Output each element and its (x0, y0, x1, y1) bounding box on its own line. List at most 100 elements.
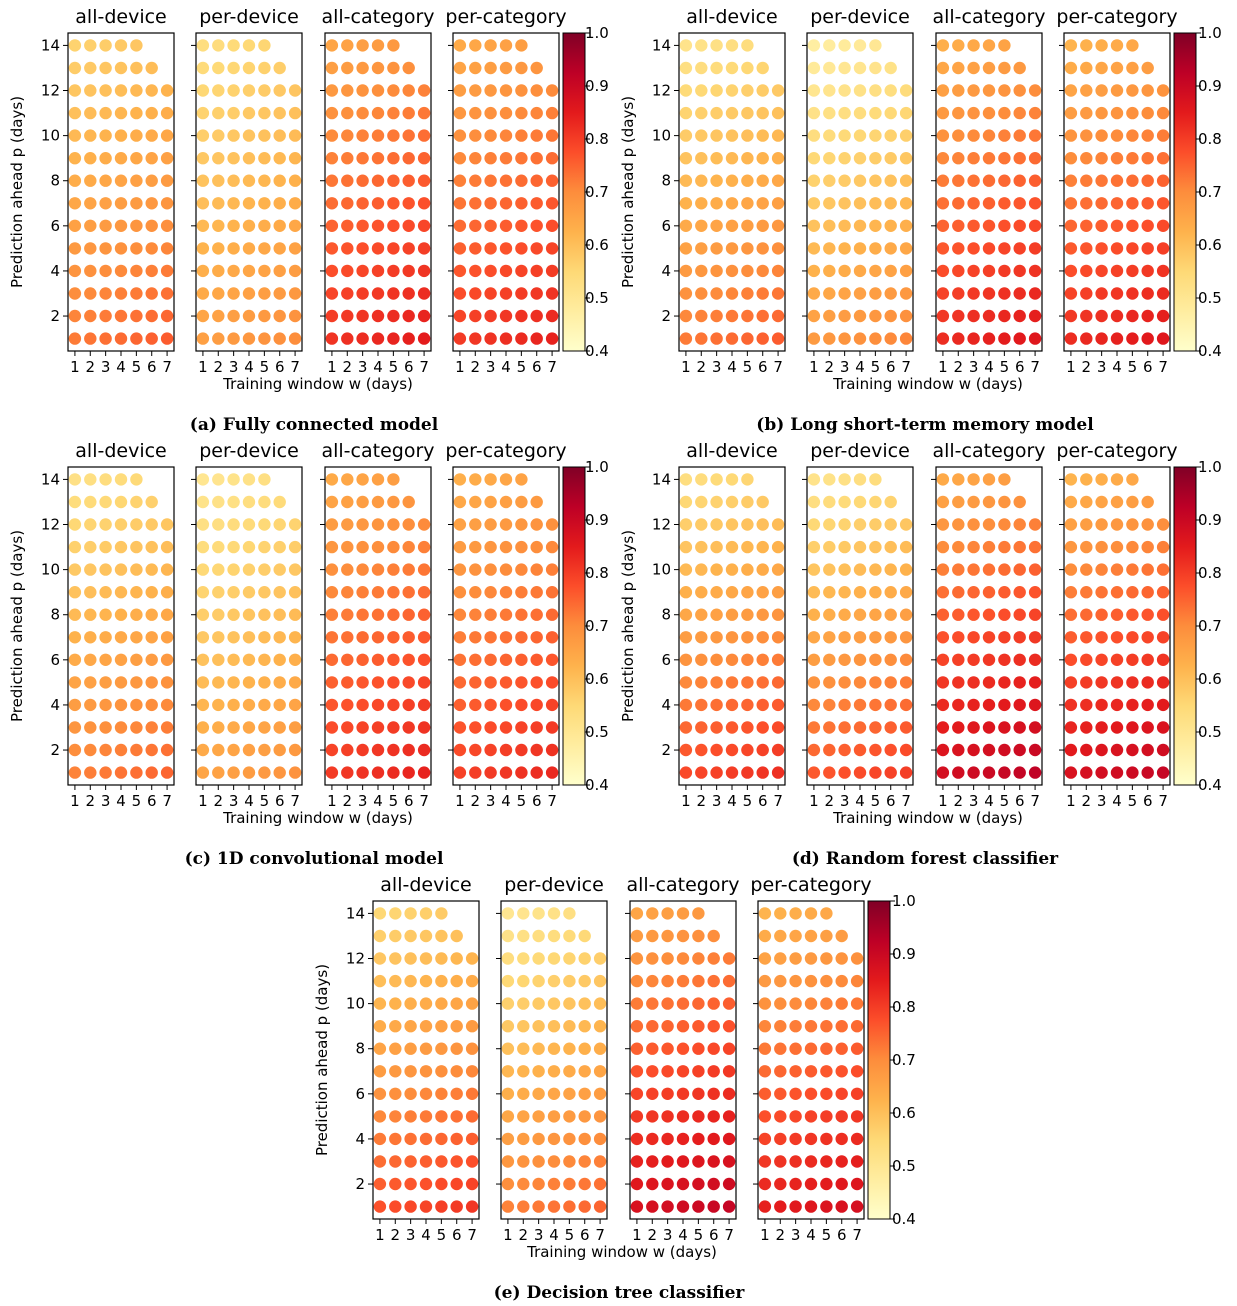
data-point (160, 586, 174, 599)
data-point (501, 1019, 515, 1033)
data-point (196, 743, 210, 757)
data-point (402, 608, 415, 621)
data-point (84, 721, 97, 734)
data-point (371, 473, 385, 486)
data-point (838, 563, 851, 576)
data-point (869, 39, 882, 52)
data-point (982, 766, 996, 779)
data-point (679, 61, 693, 75)
data-point (84, 61, 97, 75)
data-point (1064, 61, 1078, 75)
data-point (774, 1065, 787, 1078)
data-point (453, 39, 467, 52)
data-point (838, 653, 851, 666)
data-point (373, 1042, 387, 1055)
data-point (998, 495, 1011, 509)
data-point (258, 84, 271, 97)
data-point (967, 174, 980, 187)
data-point (982, 473, 996, 486)
data-point (130, 61, 143, 75)
data-point (982, 631, 996, 644)
data-point (160, 518, 174, 531)
data-point (771, 653, 785, 666)
x-tick-label: 6 (1143, 358, 1153, 376)
data-point (545, 608, 559, 621)
subfigure-caption: (a) Fully connected model (190, 415, 439, 435)
data-point (99, 495, 112, 509)
data-point (756, 61, 769, 75)
data-point (1141, 242, 1154, 255)
data-point (998, 61, 1011, 75)
data-point (884, 219, 897, 232)
data-point (499, 264, 513, 278)
data-point (982, 495, 996, 509)
data-point (676, 1177, 690, 1191)
x-tick-label: 3 (486, 792, 496, 810)
data-point (114, 586, 128, 599)
data-point (695, 309, 708, 323)
data-point (530, 61, 543, 75)
data-point (404, 1110, 417, 1123)
data-point (578, 952, 591, 965)
data-point (1080, 473, 1093, 486)
data-point (710, 540, 723, 554)
data-point (758, 1087, 772, 1101)
data-point (453, 540, 467, 554)
data-point (741, 518, 754, 531)
data-point (722, 1132, 736, 1146)
data-point (1028, 608, 1042, 621)
data-point (515, 473, 528, 486)
data-point (530, 264, 543, 278)
data-point (288, 721, 302, 734)
x-tick-label: 2 (825, 358, 835, 376)
data-point (1028, 332, 1042, 345)
data-point (756, 219, 769, 232)
data-point (1110, 309, 1124, 323)
data-point (982, 698, 996, 712)
data-point (789, 1200, 802, 1213)
data-point (212, 242, 225, 255)
data-point (196, 264, 210, 278)
data-point (465, 1110, 479, 1123)
data-point (402, 197, 415, 210)
data-point (469, 152, 482, 165)
data-point (227, 39, 240, 52)
data-point (547, 1200, 561, 1213)
data-point (982, 608, 996, 621)
x-tick-label: 5 (260, 358, 270, 376)
x-tick-label: 6 (1015, 792, 1025, 810)
y-tick-label: 14 (652, 36, 671, 54)
data-point (869, 721, 882, 734)
colorbar-gradient (1173, 466, 1197, 786)
data-point (273, 676, 286, 689)
colorbar-tick-label: 0.7 (585, 617, 609, 635)
axes-frame (629, 900, 737, 1220)
data-point (899, 332, 913, 345)
data-point (469, 721, 482, 734)
data-point (145, 766, 158, 779)
data-point (389, 1110, 402, 1123)
data-point (258, 631, 271, 644)
data-point (835, 1110, 848, 1123)
data-point (499, 586, 513, 599)
data-point (1080, 152, 1093, 165)
data-point (741, 106, 754, 120)
data-point (952, 129, 965, 142)
data-point (1064, 676, 1078, 689)
data-point (1126, 631, 1139, 644)
data-point (288, 242, 302, 255)
data-point (288, 743, 302, 757)
data-point (1028, 84, 1042, 97)
data-point (242, 106, 256, 120)
data-point (242, 721, 256, 734)
data-point (1141, 518, 1154, 531)
data-point (1126, 332, 1139, 345)
data-point (1141, 61, 1154, 75)
data-point (484, 332, 497, 345)
data-point (820, 1065, 833, 1078)
x-tick-label: 5 (565, 1226, 575, 1244)
data-point (982, 586, 996, 599)
data-point (465, 1177, 479, 1191)
data-point (417, 563, 431, 576)
